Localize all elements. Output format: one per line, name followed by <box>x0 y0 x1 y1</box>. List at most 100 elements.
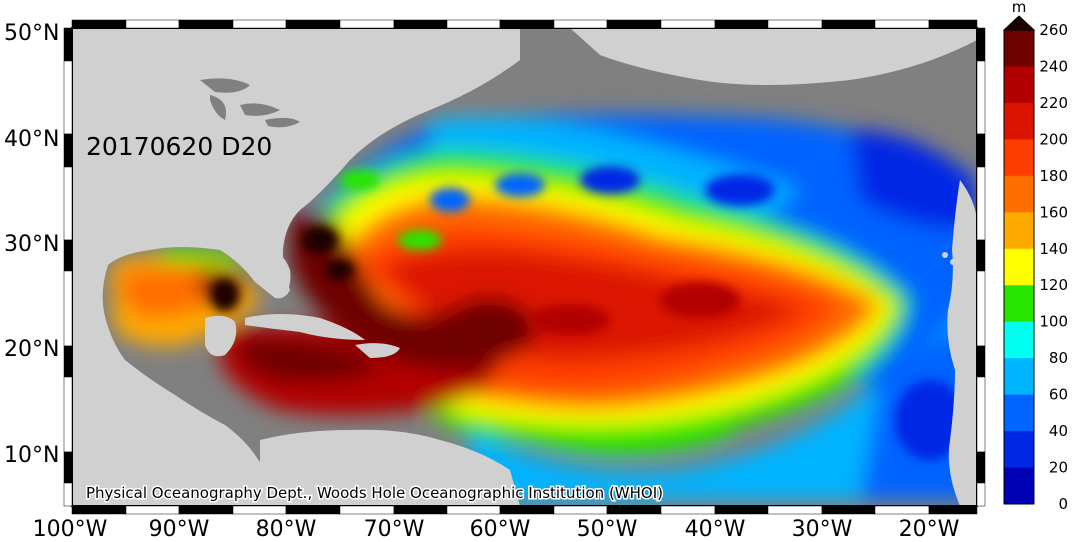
border-segment <box>285 19 341 29</box>
lat-label-40n: 40°N <box>4 127 59 152</box>
lon-label-90w: 90°W <box>149 517 210 542</box>
colorbar-swatch <box>1004 175 1034 213</box>
lon-label-70w: 70°W <box>364 517 425 542</box>
colorbar-swatch <box>1004 321 1034 359</box>
colorbar-swatch <box>1004 394 1034 432</box>
lat-label-20n: 20°N <box>4 337 59 362</box>
border-segment <box>63 27 73 62</box>
border-segment <box>928 19 978 29</box>
border-segment <box>63 376 73 453</box>
border-segment <box>339 505 395 515</box>
lat-label-50n: 50°N <box>4 21 59 46</box>
colorbar-tick-label: 100 <box>1039 313 1068 331</box>
border-segment <box>393 19 448 29</box>
colorbar-tick-label: 220 <box>1039 94 1068 112</box>
border-segment <box>976 133 986 168</box>
colorbar-swatch <box>1004 248 1034 286</box>
border-segment <box>976 270 986 347</box>
colorbar-tick-label: 80 <box>1049 349 1068 367</box>
border-segment <box>553 19 608 29</box>
colorbar-tick-label: 120 <box>1039 276 1068 294</box>
border-segment <box>976 345 986 378</box>
colorbar-tick-label: 160 <box>1039 203 1068 221</box>
land <box>72 28 977 506</box>
border-segment <box>63 239 73 272</box>
border-segment <box>976 166 986 241</box>
lon-label-40w: 40°W <box>685 517 746 542</box>
border-segment <box>125 505 180 515</box>
colorbar-tick-label: 140 <box>1039 240 1068 258</box>
colorbar-swatch <box>1004 102 1034 140</box>
border-segment <box>976 376 986 453</box>
border-segment <box>660 19 716 29</box>
colorbar-tick-label: 60 <box>1049 386 1068 404</box>
border-segment <box>606 505 662 515</box>
border-segment <box>339 19 395 29</box>
border-segment <box>63 166 73 241</box>
lon-label-80w: 80°W <box>256 517 317 542</box>
inland-water <box>200 78 300 128</box>
border-segment <box>874 19 930 29</box>
border-segment <box>285 505 341 515</box>
border-segment <box>232 19 287 29</box>
border-segment <box>553 505 608 515</box>
border-segment <box>976 239 986 272</box>
border-segment <box>499 505 555 515</box>
border-segment <box>446 19 501 29</box>
lat-label-30n: 30°N <box>4 232 59 257</box>
colorbar-swatch <box>1004 431 1034 469</box>
border-segment <box>63 60 73 135</box>
colorbar-swatch <box>1004 30 1034 67</box>
colorbar-tick-label: 20 <box>1049 459 1068 477</box>
colorbar-tick-label: 40 <box>1049 422 1068 440</box>
map-plot-area <box>72 28 977 506</box>
colorbar-tick-label: 240 <box>1039 57 1068 75</box>
border-segment <box>71 505 127 515</box>
colorbar-swatch <box>1004 212 1034 250</box>
border-segment <box>393 505 448 515</box>
lon-label-100w: 100°W <box>33 517 108 542</box>
lon-label-50w: 50°W <box>577 517 638 542</box>
border-segment <box>714 505 769 515</box>
border-segment <box>821 19 876 29</box>
colorbar-tick-label: 260 <box>1039 21 1068 39</box>
credit-text: Physical Oceanography Dept., Woods Hole … <box>86 484 663 502</box>
lon-label-30w: 30°W <box>792 517 853 542</box>
colorbar-tick-label: 0 <box>1058 495 1068 513</box>
border-segment <box>499 19 555 29</box>
border-segment <box>767 505 823 515</box>
border-segment <box>976 482 986 507</box>
colorbar-swatch <box>1004 285 1034 323</box>
border-segment <box>446 505 501 515</box>
lon-label-20w: 20°W <box>899 517 960 542</box>
colorbar-tick-label: 180 <box>1039 167 1068 185</box>
d20-field <box>110 114 975 500</box>
border-segment <box>63 482 73 507</box>
border-segment <box>976 451 986 484</box>
border-segment <box>714 19 769 29</box>
border-segment <box>767 19 823 29</box>
border-segment <box>71 19 127 29</box>
colorbar-swatch <box>1004 139 1034 177</box>
map-title: 20170620 D20 <box>86 132 272 161</box>
border-segment <box>606 19 662 29</box>
border-segment <box>63 270 73 347</box>
border-segment <box>63 451 73 484</box>
border-segment <box>232 505 287 515</box>
colorbar-overflow-arrow <box>1002 15 1036 31</box>
border-segment <box>178 19 234 29</box>
border-segment <box>63 133 73 168</box>
border-segment <box>874 505 930 515</box>
colorbar-swatch <box>1004 358 1034 396</box>
colorbar-unit: m <box>1012 0 1027 16</box>
border-segment <box>976 27 986 62</box>
longitude-border <box>71 19 978 515</box>
d20-eddies <box>211 166 965 460</box>
border-segment <box>821 505 876 515</box>
border-segment <box>63 345 73 378</box>
colorbar-frame <box>1003 29 1035 505</box>
colorbar-swatch <box>1004 66 1034 104</box>
border-segment <box>125 19 180 29</box>
lat-label-10n: 10°N <box>4 443 59 468</box>
